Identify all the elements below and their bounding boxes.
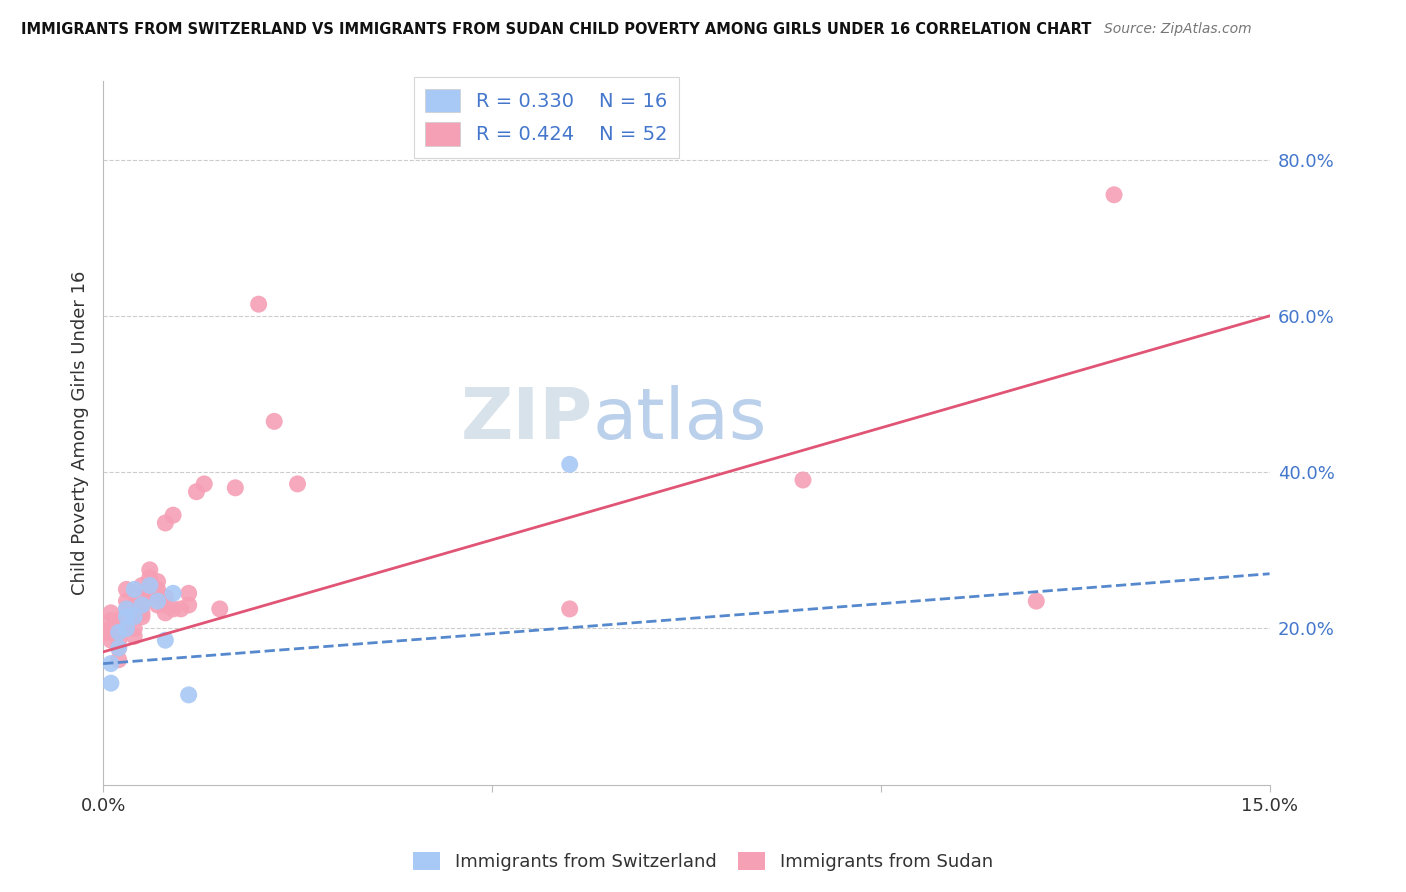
Point bbox=[115, 594, 138, 608]
Point bbox=[177, 688, 200, 702]
Point bbox=[146, 594, 169, 608]
Point bbox=[115, 617, 138, 632]
Point bbox=[792, 473, 814, 487]
Point bbox=[139, 563, 162, 577]
Point bbox=[1025, 594, 1047, 608]
Point bbox=[287, 476, 309, 491]
Point bbox=[139, 586, 162, 600]
Point bbox=[139, 578, 162, 592]
Text: ZIP: ZIP bbox=[461, 384, 593, 453]
Point bbox=[162, 602, 184, 616]
Point bbox=[131, 598, 153, 612]
Point bbox=[100, 606, 122, 620]
Text: atlas: atlas bbox=[593, 384, 768, 453]
Point bbox=[122, 582, 145, 597]
Point bbox=[100, 622, 122, 636]
Point bbox=[100, 633, 122, 648]
Point bbox=[155, 606, 177, 620]
Text: IMMIGRANTS FROM SWITZERLAND VS IMMIGRANTS FROM SUDAN CHILD POVERTY AMONG GIRLS U: IMMIGRANTS FROM SWITZERLAND VS IMMIGRANT… bbox=[21, 22, 1091, 37]
Point bbox=[107, 653, 129, 667]
Point bbox=[177, 586, 200, 600]
Point bbox=[122, 609, 145, 624]
Point bbox=[115, 582, 138, 597]
Point bbox=[115, 622, 138, 636]
Point bbox=[122, 598, 145, 612]
Point bbox=[107, 625, 129, 640]
Text: Source: ZipAtlas.com: Source: ZipAtlas.com bbox=[1104, 22, 1251, 37]
Point bbox=[208, 602, 231, 616]
Point bbox=[131, 578, 153, 592]
Point bbox=[139, 571, 162, 585]
Point bbox=[115, 609, 138, 624]
Point bbox=[115, 602, 138, 616]
Y-axis label: Child Poverty Among Girls Under 16: Child Poverty Among Girls Under 16 bbox=[72, 271, 89, 595]
Point bbox=[96, 625, 118, 640]
Point bbox=[122, 629, 145, 643]
Point bbox=[170, 602, 193, 616]
Point bbox=[155, 633, 177, 648]
Point bbox=[186, 484, 208, 499]
Point bbox=[1102, 187, 1125, 202]
Point bbox=[107, 614, 129, 628]
Point bbox=[177, 598, 200, 612]
Point bbox=[107, 625, 129, 640]
Point bbox=[115, 609, 138, 624]
Point bbox=[115, 602, 138, 616]
Point bbox=[100, 676, 122, 690]
Point bbox=[247, 297, 270, 311]
Point bbox=[558, 602, 581, 616]
Point bbox=[155, 516, 177, 530]
Point bbox=[193, 476, 215, 491]
Point bbox=[263, 414, 285, 428]
Point bbox=[139, 578, 162, 592]
Legend: R = 0.330    N = 16, R = 0.424    N = 52: R = 0.330 N = 16, R = 0.424 N = 52 bbox=[413, 77, 679, 158]
Point bbox=[100, 657, 122, 671]
Point bbox=[100, 614, 122, 628]
Legend: Immigrants from Switzerland, Immigrants from Sudan: Immigrants from Switzerland, Immigrants … bbox=[406, 845, 1000, 879]
Point bbox=[122, 622, 145, 636]
Point bbox=[558, 458, 581, 472]
Point bbox=[146, 598, 169, 612]
Point bbox=[224, 481, 246, 495]
Point bbox=[146, 582, 169, 597]
Point bbox=[155, 598, 177, 612]
Point bbox=[131, 606, 153, 620]
Point bbox=[131, 598, 153, 612]
Point bbox=[146, 591, 169, 605]
Point bbox=[146, 574, 169, 589]
Point bbox=[162, 508, 184, 523]
Point bbox=[131, 609, 153, 624]
Point bbox=[107, 633, 129, 648]
Point bbox=[107, 640, 129, 655]
Point bbox=[122, 609, 145, 624]
Point bbox=[162, 586, 184, 600]
Point bbox=[155, 591, 177, 605]
Point bbox=[107, 640, 129, 655]
Point bbox=[131, 591, 153, 605]
